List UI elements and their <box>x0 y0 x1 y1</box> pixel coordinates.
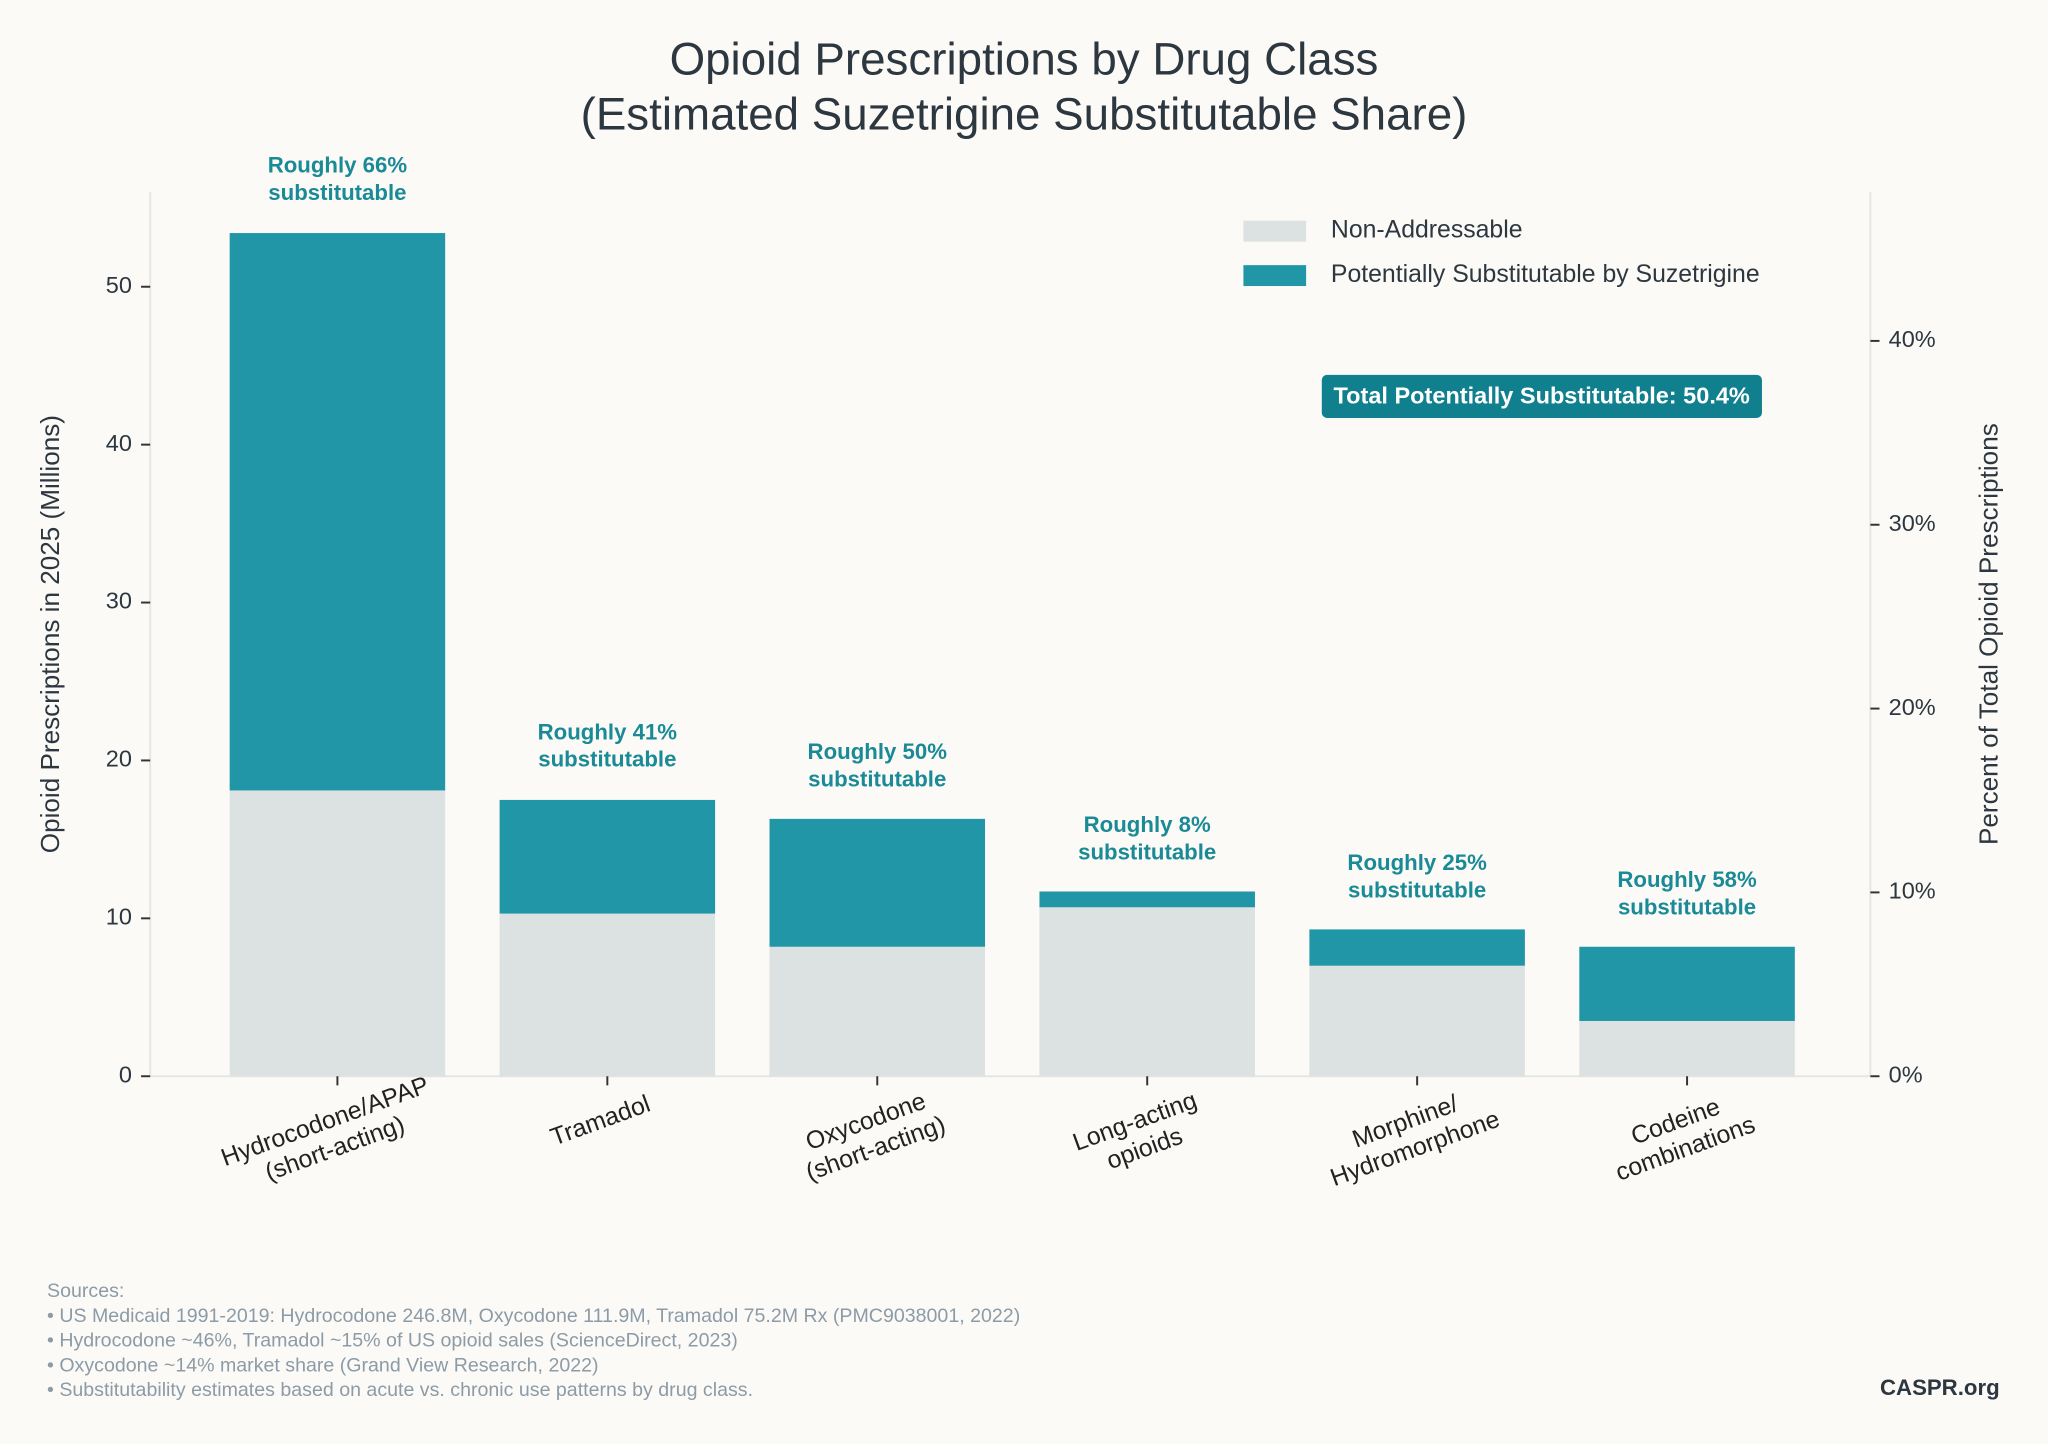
legend-label: Non-Addressable <box>1331 217 1523 244</box>
y2-tick-label: 0% <box>1889 1061 1923 1087</box>
bar-annotation: Roughly 8% substitutable <box>1078 811 1217 865</box>
y-tick-label: 30 <box>106 588 132 614</box>
y-tick-label: 0 <box>119 1061 132 1087</box>
legend-swatch <box>1243 265 1307 287</box>
y-tick-label: 40 <box>106 430 132 456</box>
y-tick-label: 10 <box>106 904 132 930</box>
bar-annotation: Roughly 25% substitutable <box>1347 849 1487 902</box>
y2-axis-title: Percent of Total Opioid Prescriptions <box>1973 423 2003 845</box>
brand: CASPR.org <box>1879 1375 2000 1401</box>
source-line: • US Medicaid 1991-2019: Hydrocodone 246… <box>47 1304 1021 1328</box>
bar-segment <box>1039 891 1255 908</box>
y-tick-label: 50 <box>106 272 132 298</box>
y2-tick-label: 30% <box>1889 510 1936 536</box>
bar-annotation: Roughly 50% substitutable <box>807 739 947 792</box>
bar-annotation: Roughly 58% substitutable <box>1617 867 1757 920</box>
bar-segment <box>1309 929 1525 966</box>
bar-segment <box>1309 965 1525 1077</box>
bar-segment <box>499 913 716 1077</box>
bar-segment <box>769 818 986 947</box>
bar-annotation: Roughly 41% substitutable <box>537 720 678 773</box>
y2-tick-label: 40% <box>1889 326 1936 352</box>
chart-title: Opioid Prescriptions by Drug Class <box>669 33 1379 85</box>
bar-segment <box>769 946 986 1077</box>
legend-swatch <box>1243 220 1307 242</box>
bar-segment <box>1579 946 1795 1021</box>
y2-tick-label: 20% <box>1889 694 1936 720</box>
bar-segment <box>229 790 446 1077</box>
source-line: • Hydrocodone ~46%, Tramadol ~15% of US … <box>47 1329 738 1352</box>
bar-segment <box>1039 907 1255 1077</box>
sources-title: Sources: <box>47 1279 125 1303</box>
legend-label: Potentially Substitutable by Suzetrigine <box>1331 261 1760 288</box>
bar-segment <box>1579 1020 1795 1077</box>
bar-annotation: Roughly 66% substitutable <box>267 153 408 206</box>
y-axis-title: Opioid Prescriptions in 2025 (Millions) <box>35 415 65 853</box>
callout: Total Potentially Substitutable: 50.4% <box>1321 374 1762 418</box>
y2-tick-label: 10% <box>1889 878 1936 904</box>
source-line: • Substitutability estimates based on ac… <box>47 1379 754 1402</box>
bar-segment <box>499 799 716 914</box>
y-tick-label: 20 <box>106 746 132 772</box>
chart-subtitle: (Estimated Suzetrigine Substitutable Sha… <box>580 88 1468 140</box>
bar-segment <box>229 233 446 791</box>
source-line: • Oxycodone ~14% market share (Grand Vie… <box>47 1354 599 1377</box>
